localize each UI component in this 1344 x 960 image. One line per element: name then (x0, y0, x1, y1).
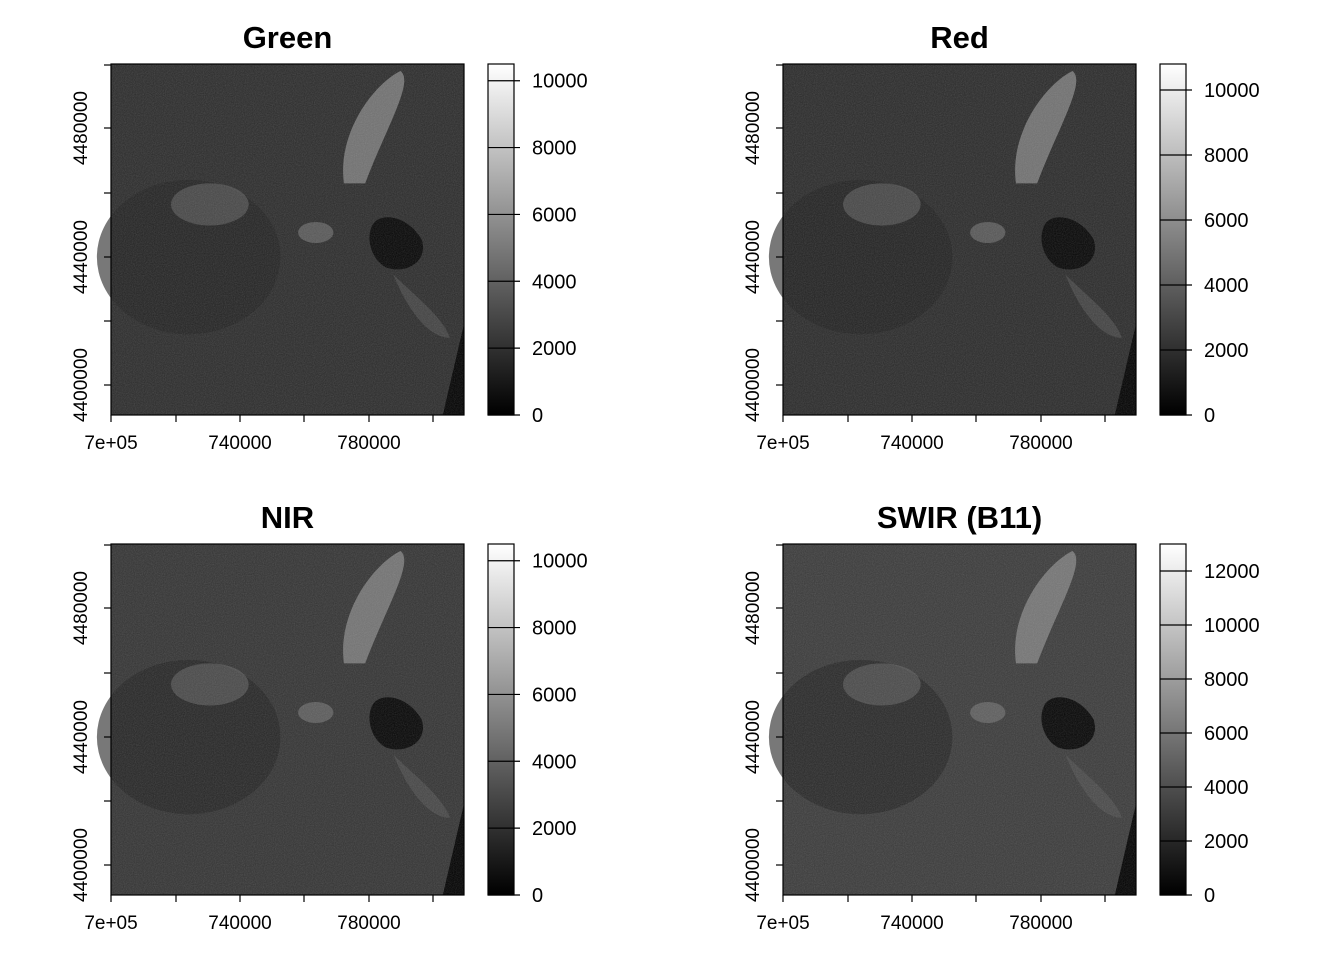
x-tick-label: 7e+05 (84, 913, 137, 934)
colorbar-tick-label: 4000 (532, 271, 577, 293)
plot-frame (782, 543, 1137, 896)
colorbar-tick-label: 6000 (532, 204, 577, 226)
colorbar-tick-label: 6000 (1204, 210, 1249, 232)
colorbar-tick-label: 0 (1204, 885, 1215, 907)
colorbar-gradient (1159, 63, 1187, 416)
y-tick-label: 4400000 (71, 828, 92, 902)
plot-frame (782, 63, 1137, 416)
colorbar-tick-label: 8000 (532, 618, 577, 640)
y-tick-label: 4400000 (743, 348, 764, 422)
colorbar-tick-label: 10000 (1204, 80, 1260, 102)
x-tick-label: 780000 (337, 913, 400, 934)
raster-image (768, 544, 1136, 895)
raster-image (768, 64, 1136, 415)
colorbar-gradient (1159, 543, 1187, 896)
colorbar-tick-label: 12000 (1204, 561, 1260, 583)
colorbar-tick-label: 2000 (1204, 831, 1249, 853)
colorbar-tick-label: 0 (532, 885, 543, 907)
colorbar-tick-label: 10000 (532, 71, 588, 93)
colorbar: 0 2000 4000 6000 8000 10000 (1159, 63, 1260, 427)
colorbar-tick-label: 2000 (1204, 340, 1249, 362)
y-tick-label: 4480000 (71, 91, 92, 165)
panel-title: Green (243, 20, 333, 55)
x-tick-label: 7e+05 (756, 433, 809, 454)
x-axis: 7e+05 740000 780000 (84, 895, 434, 934)
panel-4: SWIR (B11) 7e+05 740000 780000 4400000 444000… (743, 500, 1260, 934)
colorbar-tick-label: 6000 (532, 684, 577, 706)
raster-image (96, 544, 464, 895)
colorbar-tick-label: 8000 (1204, 669, 1249, 691)
x-tick-label: 780000 (1009, 433, 1072, 454)
x-tick-label: 740000 (880, 433, 943, 454)
y-tick-label: 4480000 (71, 571, 92, 645)
x-axis: 7e+05 740000 780000 (756, 895, 1106, 934)
y-tick-label: 4480000 (743, 571, 764, 645)
colorbar-tick-label: 4000 (532, 751, 577, 773)
y-axis: 4400000 4440000 4480000 (71, 544, 111, 902)
colorbar-tick-label: 0 (532, 405, 543, 427)
colorbar-gradient (487, 543, 515, 896)
colorbar-tick-label: 6000 (1204, 723, 1249, 745)
x-tick-label: 780000 (1009, 913, 1072, 934)
y-axis: 4400000 4440000 4480000 (743, 544, 783, 902)
y-tick-label: 4440000 (71, 700, 92, 774)
x-tick-label: 780000 (337, 433, 400, 454)
colorbar-tick-label: 2000 (532, 818, 577, 840)
plot-frame (110, 543, 465, 896)
colorbar-tick-label: 10000 (1204, 615, 1260, 637)
x-tick-label: 7e+05 (756, 913, 809, 934)
panel-title: Red (930, 20, 989, 55)
panel-title: SWIR (B11) (877, 500, 1042, 535)
colorbar-tick-label: 10000 (532, 551, 588, 573)
panel-title: NIR (261, 500, 314, 535)
x-tick-label: 740000 (880, 913, 943, 934)
y-tick-label: 4440000 (71, 220, 92, 294)
panel-3: NIR 7e+05 740000 780000 4400000 4440000 448000… (71, 500, 588, 934)
y-tick-label: 4400000 (71, 348, 92, 422)
colorbar-tick-label: 4000 (1204, 275, 1249, 297)
colorbar-tick-label: 8000 (1204, 145, 1249, 167)
x-tick-label: 740000 (208, 433, 271, 454)
colorbar-tick-label: 2000 (532, 338, 577, 360)
y-tick-label: 4440000 (743, 220, 764, 294)
panel-2: Red 7e+05 740000 780000 4400000 4440000 448000… (743, 20, 1260, 454)
plot-frame (110, 63, 465, 416)
panel-1: Green 7e+05 740000 780000 4400000 4440000 4480… (71, 20, 588, 454)
colorbar: 0 2000 4000 6000 8000 10000 (487, 63, 588, 427)
colorbar-tick-label: 4000 (1204, 777, 1249, 799)
y-tick-label: 4400000 (743, 828, 764, 902)
colorbar: 0 2000 4000 6000 8000 10000 12000 (1159, 543, 1260, 907)
y-tick-label: 4440000 (743, 700, 764, 774)
x-tick-label: 7e+05 (84, 433, 137, 454)
y-tick-label: 4480000 (743, 91, 764, 165)
x-tick-label: 740000 (208, 913, 271, 934)
y-axis: 4400000 4440000 4480000 (743, 64, 783, 422)
colorbar-tick-label: 0 (1204, 405, 1215, 427)
colorbar-tick-label: 8000 (532, 138, 577, 160)
colorbar-gradient (487, 63, 515, 416)
colorbar: 0 2000 4000 6000 8000 10000 (487, 543, 588, 907)
raster-image (96, 64, 464, 415)
y-axis: 4400000 4440000 4480000 (71, 64, 111, 422)
x-axis: 7e+05 740000 780000 (756, 415, 1106, 454)
x-axis: 7e+05 740000 780000 (84, 415, 434, 454)
